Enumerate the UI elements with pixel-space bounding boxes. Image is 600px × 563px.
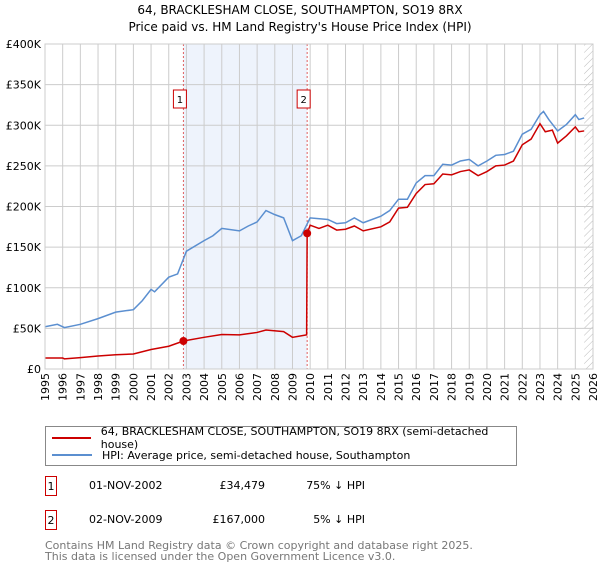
footer-copyright: Contains HM Land Registry data © Crown c…: [45, 539, 473, 552]
chart-subtitle: Price paid vs. HM Land Registry's House …: [128, 20, 471, 34]
x-tick-label: 2005: [216, 373, 229, 401]
chart-title: 64, BRACKLESHAM CLOSE, SOUTHAMPTON, SO19…: [137, 3, 462, 17]
x-tick-label: 2017: [428, 373, 441, 401]
x-tick-label: 2000: [127, 373, 140, 401]
x-tick-label: 2012: [340, 373, 353, 401]
x-tick-label: 2013: [357, 373, 370, 401]
transaction-price: £167,000: [212, 513, 266, 526]
transaction-hpi: 5% ↓ HPI: [313, 513, 365, 526]
x-tick-label: 2007: [251, 373, 264, 401]
y-tick-label: £100K: [6, 282, 42, 295]
legend-item-property: 64, BRACKLESHAM CLOSE, SOUTHAMPTON, SO19…: [52, 425, 516, 451]
x-tick-label: 2016: [410, 373, 423, 401]
x-tick-label: 1998: [92, 373, 105, 401]
y-tick-label: £350K: [6, 79, 42, 92]
sale-point: [179, 336, 188, 345]
x-tick-label: 1995: [39, 373, 52, 401]
sale-badge: [172, 89, 187, 109]
legend-label: HPI: Average price, semi-detached house,…: [102, 448, 411, 462]
x-tick-label: 1999: [110, 373, 123, 401]
plot-border: [44, 43, 594, 370]
sale-badge-label: 2: [300, 95, 306, 106]
series-line: [45, 122, 585, 360]
legend-label: 64, BRACKLESHAM CLOSE, SOUTHAMPTON, SO19…: [100, 425, 489, 451]
red-line-swatch: [52, 437, 91, 439]
transaction-hpi: 75% ↓ HPI: [306, 479, 365, 492]
x-tick-label: 2014: [375, 373, 388, 401]
x-tick-label: 2026: [587, 373, 600, 401]
y-tick-label: £150K: [6, 241, 42, 254]
legend-item-hpi: HPI: Average price, semi-detached house,…: [52, 447, 410, 463]
footer-licence: This data is licensed under the Open Gov…: [45, 550, 396, 563]
y-tick-label: £200K: [6, 201, 42, 214]
series-line: [44, 110, 585, 329]
x-tick-label: 2021: [499, 373, 512, 401]
transaction-date: 02-NOV-2009: [89, 513, 163, 526]
x-tick-label: 1996: [57, 373, 70, 401]
y-tick-label: £400K: [6, 38, 42, 51]
x-tick-label: 2008: [269, 373, 282, 401]
x-tick-label: 2004: [198, 373, 211, 401]
sale-point: [303, 229, 312, 238]
transaction-badge: 2: [45, 510, 57, 530]
x-tick-label: 2018: [446, 373, 459, 401]
transaction-row: 1 01-NOV-2002 £34,479 75% ↓ HPI: [45, 476, 545, 498]
x-tick-label: 2024: [552, 373, 565, 401]
x-tick-label: 2020: [481, 373, 494, 401]
x-tick-label: 2025: [569, 373, 582, 401]
y-tick-label: £50K: [13, 322, 42, 335]
sale-badge: [296, 89, 311, 109]
x-tick-label: 2002: [163, 373, 176, 401]
x-tick-label: 2003: [180, 373, 193, 401]
x-tick-label: 2022: [516, 373, 529, 401]
x-tick-label: 2009: [286, 373, 299, 401]
blue-line-swatch: [52, 454, 92, 456]
transaction-badge: 1: [45, 476, 57, 496]
x-tick-label: 2015: [393, 373, 406, 401]
x-tick-label: 2019: [463, 373, 476, 401]
footer: Contains HM Land Registry data © Crown c…: [45, 540, 473, 562]
y-tick-label: £300K: [6, 119, 42, 132]
transaction-date: 01-NOV-2002: [89, 479, 163, 492]
y-tick-label: £0: [27, 363, 41, 376]
x-tick-label: 2010: [304, 373, 317, 401]
x-tick-label: 2001: [145, 373, 158, 401]
y-tick-label: £250K: [6, 160, 42, 173]
x-tick-label: 2023: [534, 373, 547, 401]
transaction-price: £34,479: [219, 479, 266, 492]
x-tick-label: 2011: [322, 373, 335, 401]
transaction-row: 2 02-NOV-2009 £167,000 5% ↓ HPI: [45, 510, 545, 532]
x-tick-label: 1997: [74, 373, 87, 401]
sale-badge-label: 1: [177, 95, 183, 106]
legend: 64, BRACKLESHAM CLOSE, SOUTHAMPTON, SO19…: [45, 425, 517, 466]
x-tick-label: 2006: [233, 373, 246, 401]
price-chart: 64, BRACKLESHAM CLOSE, SOUTHAMPTON, SO19…: [6, 3, 600, 401]
